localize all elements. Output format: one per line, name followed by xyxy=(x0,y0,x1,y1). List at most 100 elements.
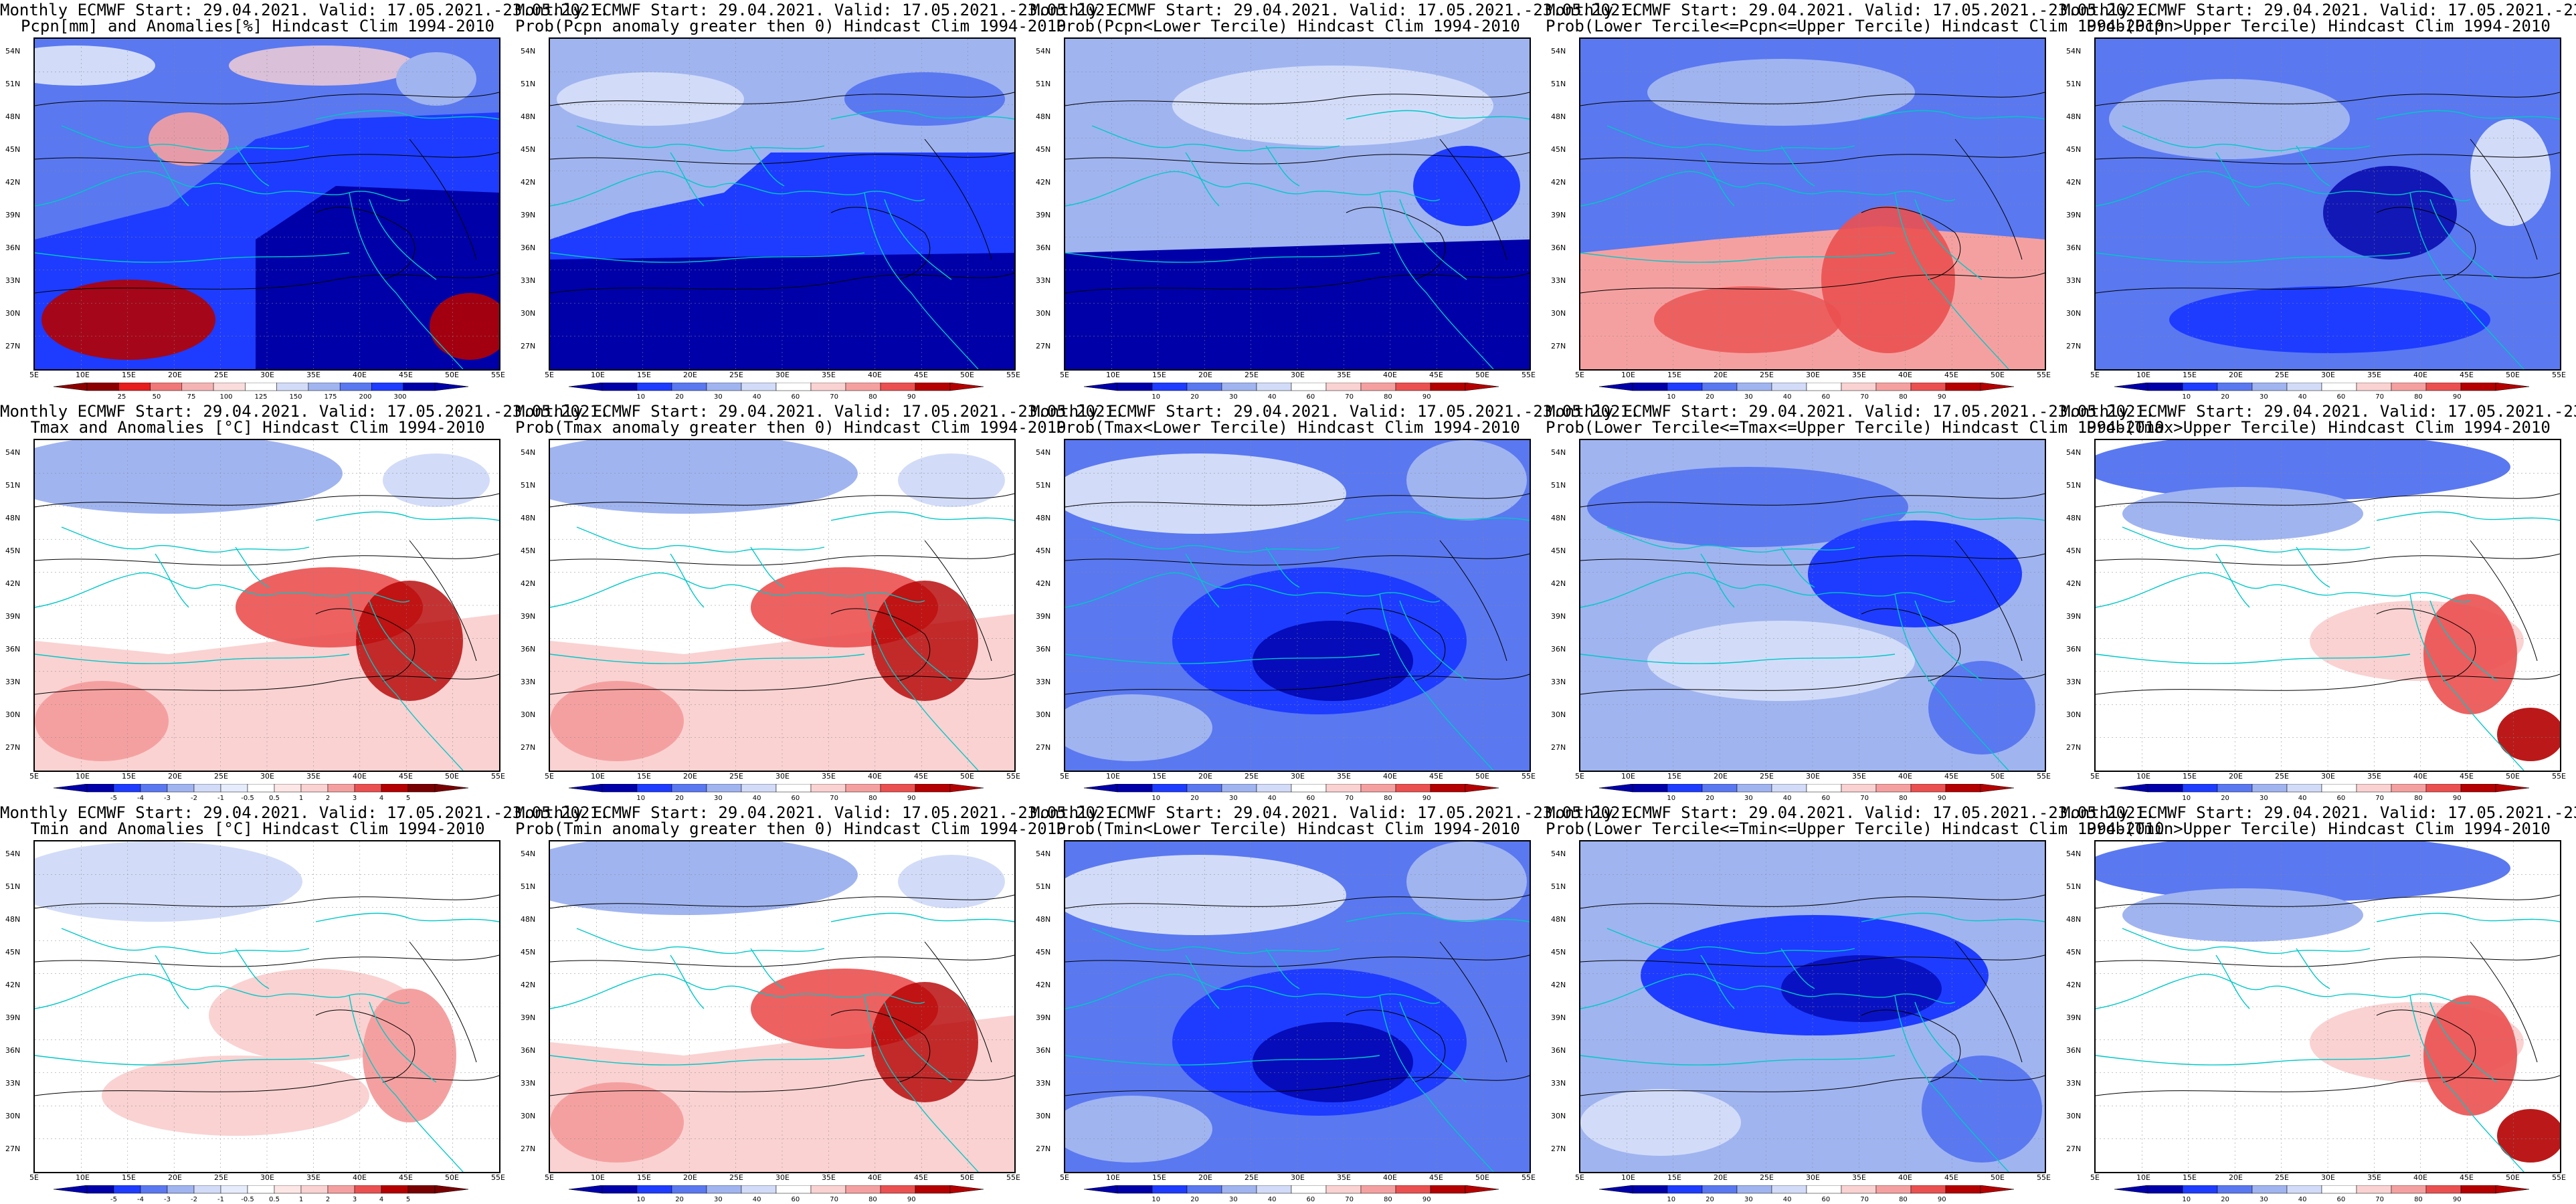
latitude-label: 42N xyxy=(5,178,21,187)
colorbar-swatch xyxy=(1152,784,1188,793)
panel-title: Prob(Lower Tercile<=Tmin<=Upper Tercile)… xyxy=(1546,819,2165,838)
colorbar: 10 20 30 40 60 70 80 90 xyxy=(569,1185,984,1203)
coastline xyxy=(2096,572,2471,608)
colorbar-label: 90 xyxy=(907,795,916,801)
latitude-label: 51N xyxy=(1036,80,1051,88)
coastline xyxy=(1894,593,2009,771)
colorbar-swatch xyxy=(880,1185,916,1194)
coastline xyxy=(1065,171,1441,207)
colorbar-label: 10 xyxy=(1152,795,1160,801)
contour-line xyxy=(409,138,477,260)
coastline xyxy=(315,110,499,120)
latitude-label: 45N xyxy=(521,948,536,957)
colorbar-label: 0.5 xyxy=(269,1196,280,1203)
longitude-label: 45E xyxy=(914,371,928,379)
colorbar-swatch xyxy=(1256,784,1292,793)
contour-line xyxy=(35,674,499,695)
colorbar-label: 40 xyxy=(2298,393,2307,400)
coastline xyxy=(864,192,979,369)
contour-line xyxy=(35,272,499,294)
latitude-label: 51N xyxy=(2066,481,2082,490)
colorbar: 10 20 30 40 60 70 80 90 xyxy=(1084,1185,1499,1203)
colorbar-swatch xyxy=(2391,383,2427,391)
latitude-label: 48N xyxy=(521,915,536,924)
latitude-label: 54N xyxy=(521,849,536,858)
coastline xyxy=(369,199,437,280)
colorbar-swatch xyxy=(1360,1185,1396,1194)
coastline xyxy=(1185,955,1220,1009)
coastline xyxy=(35,654,350,664)
longitude-label: 35E xyxy=(2367,1173,2381,1182)
longitude-label: 5E xyxy=(2090,772,2100,781)
coastline xyxy=(1091,928,1340,955)
latitude-label: 30N xyxy=(521,309,536,318)
colorbar-label: 10 xyxy=(636,795,645,801)
latitude-label: 33N xyxy=(1551,1079,1566,1088)
longitude-label: 30E xyxy=(775,371,790,379)
forecast-panel: Monthly ECMWF Start: 29.04.2021. Valid: … xyxy=(1030,803,1639,1204)
longitude-label: 5E xyxy=(1575,371,1584,379)
colorbar-label: 30 xyxy=(1229,1196,1238,1203)
latitude-label: 51N xyxy=(5,481,21,490)
latitude-label: 27N xyxy=(2066,743,2082,752)
longitude-label: 30E xyxy=(1291,772,1305,781)
field-area xyxy=(1781,955,1942,1022)
field-area xyxy=(550,253,1014,369)
map-field xyxy=(1580,440,2045,771)
longitude-label: 5E xyxy=(545,1173,554,1182)
longitude-label: 15E xyxy=(637,772,651,781)
coastline xyxy=(550,252,865,263)
colorbar-arrow xyxy=(2114,784,2148,793)
colorbar-label: 60 xyxy=(1307,393,1315,400)
contour-line xyxy=(1439,540,1507,662)
contour-lines xyxy=(35,92,499,294)
colorbar-swatch xyxy=(339,383,372,391)
colorbar-swatch xyxy=(706,383,742,391)
latitude-label: 36N xyxy=(1551,645,1566,654)
colorbar-label: 40 xyxy=(1268,1196,1277,1203)
colorbar-swatch xyxy=(880,784,916,793)
latitude-label: 51N xyxy=(2066,80,2082,88)
colorbar-arrow xyxy=(1599,383,1633,391)
map-field xyxy=(2096,841,2560,1172)
longitude-label: 45E xyxy=(399,1173,413,1182)
coastline xyxy=(369,1001,437,1083)
longitude-label: 55E xyxy=(1006,1173,1020,1182)
colorbar-swatch xyxy=(327,1185,355,1194)
longitude-label: 35E xyxy=(306,371,320,379)
colorbar-swatch xyxy=(915,1185,951,1194)
colorbar-swatch xyxy=(1430,383,1466,391)
coastline xyxy=(1065,1055,1380,1066)
longitude-label: 35E xyxy=(306,1173,320,1182)
colorbar-label: -5 xyxy=(110,1196,117,1203)
colorbar-label: 70 xyxy=(2375,1196,2384,1203)
longitude-label: 10E xyxy=(1106,371,1120,379)
field-area xyxy=(2497,1109,2560,1163)
contour-line xyxy=(550,493,1014,508)
colorbar-swatch xyxy=(1186,1185,1222,1194)
coastline xyxy=(1065,654,1380,664)
colorbar-swatch xyxy=(1395,784,1431,793)
colorbar-label: 200 xyxy=(359,393,371,400)
contour-line xyxy=(1439,941,1507,1063)
colorbar-label: 20 xyxy=(1190,795,1199,801)
colorbar-swatch xyxy=(140,784,168,793)
latitude-label: 51N xyxy=(2066,882,2082,891)
colorbar-label: 10 xyxy=(1667,393,1675,400)
contour-line xyxy=(2096,674,2560,695)
longitude-label: 20E xyxy=(683,772,697,781)
longitude-label: 35E xyxy=(822,772,836,781)
colorbar-swatch xyxy=(2251,383,2288,391)
longitude-label: 50E xyxy=(960,772,974,781)
field-area xyxy=(35,45,155,86)
colorbar-label: 30 xyxy=(1744,393,1753,400)
colorbar-swatch xyxy=(1945,784,1981,793)
colorbar-swatch xyxy=(2286,1185,2322,1194)
longitude-label: 55E xyxy=(1006,772,1020,781)
colorbar-swatch xyxy=(1221,383,1257,391)
longitude-label: 40E xyxy=(2413,1173,2427,1182)
colorbar-swatch xyxy=(741,383,777,391)
colorbar-label: 20 xyxy=(1706,795,1714,801)
longitude-label: 55E xyxy=(1522,772,1536,781)
colorbar-swatch xyxy=(113,1185,141,1194)
